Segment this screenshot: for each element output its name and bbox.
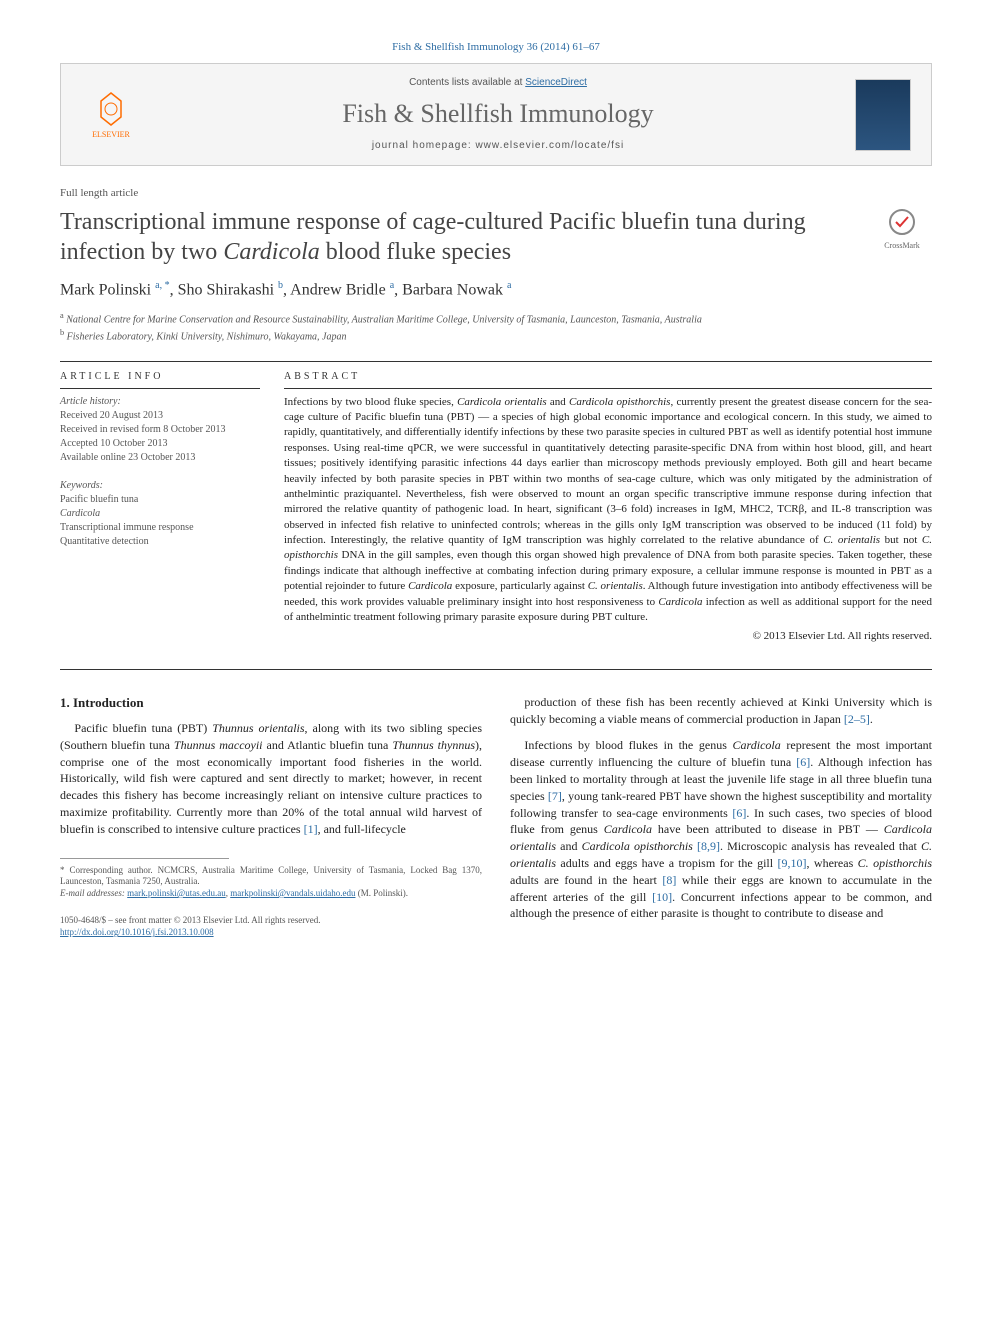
affiliations: a National Centre for Marine Conservatio… — [60, 310, 932, 345]
keyword: Transcriptional immune response — [60, 521, 260, 535]
keyword: Quantitative detection — [60, 535, 260, 549]
abstract-copyright: © 2013 Elsevier Ltd. All rights reserved… — [284, 629, 932, 644]
article-type: Full length article — [60, 186, 932, 201]
contents-prefix: Contents lists available at — [409, 77, 525, 88]
email-label: E-mail addresses: — [60, 888, 125, 898]
article-info-heading: ARTICLE INFO — [60, 370, 260, 389]
banner-center: Contents lists available at ScienceDirec… — [157, 76, 839, 152]
citation-header: Fish & Shellfish Immunology 36 (2014) 61… — [60, 40, 932, 55]
abstract-text: Infections by two blood fluke species, C… — [284, 395, 932, 626]
page-footer: 1050-4648/$ – see front matter © 2013 El… — [60, 914, 482, 939]
homepage-url: www.elsevier.com/locate/fsi — [475, 140, 624, 151]
journal-cover-thumb — [855, 79, 911, 151]
keyword: Cardicola — [60, 507, 260, 521]
abstract-heading: ABSTRACT — [284, 370, 932, 389]
paragraph: Pacific bluefin tuna (PBT) Thunnus orien… — [60, 720, 482, 838]
abstract: ABSTRACT Infections by two blood fluke s… — [284, 370, 932, 645]
footnotes: * Corresponding author. NCMCRS, Australi… — [60, 865, 482, 900]
homepage-label: journal homepage: — [372, 140, 476, 151]
history-item: Received in revised form 8 October 2013 — [60, 423, 260, 437]
right-column: production of these fish has been recent… — [510, 694, 932, 939]
authors-line: Mark Polinski a, *, Sho Shirakashi b, An… — [60, 279, 932, 302]
history-item: Accepted 10 October 2013 — [60, 437, 260, 451]
article-info-sidebar: ARTICLE INFO Article history: Received 2… — [60, 370, 260, 645]
email-suffix: (M. Polinski). — [358, 888, 408, 898]
paragraph: Infections by blood flukes in the genus … — [510, 737, 932, 922]
issn-line: 1050-4648/$ – see front matter © 2013 El… — [60, 914, 482, 927]
elsevier-logo: ELSEVIER — [81, 85, 141, 145]
divider — [60, 669, 932, 670]
corresponding-author: * Corresponding author. NCMCRS, Australi… — [60, 865, 482, 888]
email-link[interactable]: markpolinski@vandals.uidaho.edu — [230, 888, 355, 898]
divider — [60, 361, 932, 362]
crossmark-badge[interactable]: CrossMark — [872, 207, 932, 247]
email-link[interactable]: mark.polinski@utas.edu.au — [127, 888, 226, 898]
footnote-divider — [60, 858, 229, 859]
paragraph: production of these fish has been recent… — [510, 694, 932, 728]
journal-banner: ELSEVIER Contents lists available at Sci… — [60, 63, 932, 165]
left-column: 1. Introduction Pacific bluefin tuna (PB… — [60, 694, 482, 939]
history-item: Available online 23 October 2013 — [60, 451, 260, 465]
history-item: Received 20 August 2013 — [60, 409, 260, 423]
keywords-label: Keywords: — [60, 479, 260, 493]
journal-name: Fish & Shellfish Immunology — [157, 96, 839, 132]
sciencedirect-link[interactable]: ScienceDirect — [525, 77, 587, 88]
keyword: Pacific bluefin tuna — [60, 493, 260, 507]
body-columns: 1. Introduction Pacific bluefin tuna (PB… — [60, 694, 932, 939]
section-heading: 1. Introduction — [60, 694, 482, 712]
history-label: Article history: — [60, 395, 260, 409]
doi-link[interactable]: http://dx.doi.org/10.1016/j.fsi.2013.10.… — [60, 927, 214, 937]
article-title: Transcriptional immune response of cage-… — [60, 207, 932, 267]
